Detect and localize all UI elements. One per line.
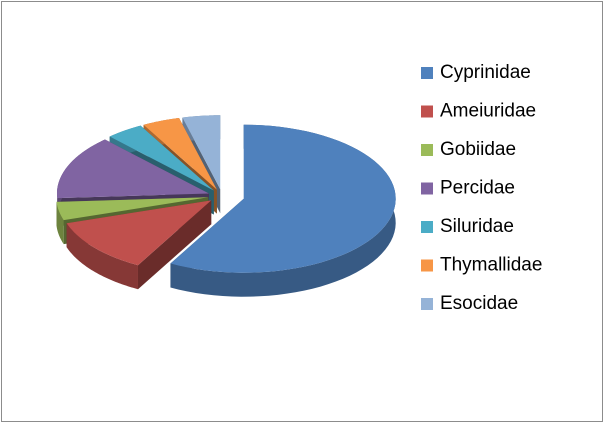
legend-swatch [421, 259, 433, 272]
pie-slice [56, 197, 209, 221]
legend-label: Ameiuridae [440, 101, 536, 122]
pie-slice-wall [170, 124, 396, 297]
pie-slice-wall [56, 201, 64, 245]
legend-swatch [421, 182, 433, 195]
pie-slice [56, 139, 209, 199]
pie-slice [170, 124, 396, 273]
pie-slice [182, 115, 221, 190]
legend-label: Siluridae [440, 216, 514, 237]
legend-swatch [421, 67, 433, 79]
legend-swatch [421, 298, 433, 310]
legend-swatch [421, 105, 433, 118]
legend-swatch [421, 144, 433, 156]
pie-slice-wall [66, 223, 138, 290]
legend: Cyprinidae Ameiuridae Gobiidae Percidae Silu… [421, 62, 542, 314]
legend-label: Percidae [440, 178, 515, 199]
legend-label: Thymallidae [440, 255, 542, 276]
legend-label: Esocidae [440, 293, 518, 314]
legend-label: Cyprinidae [440, 62, 531, 83]
pie-slice [66, 200, 212, 266]
legend-swatch [421, 221, 433, 233]
legend-label: Gobiidae [440, 139, 516, 160]
pie-tops [56, 115, 396, 273]
pie-slice [109, 125, 214, 191]
pie-slice [143, 117, 217, 190]
